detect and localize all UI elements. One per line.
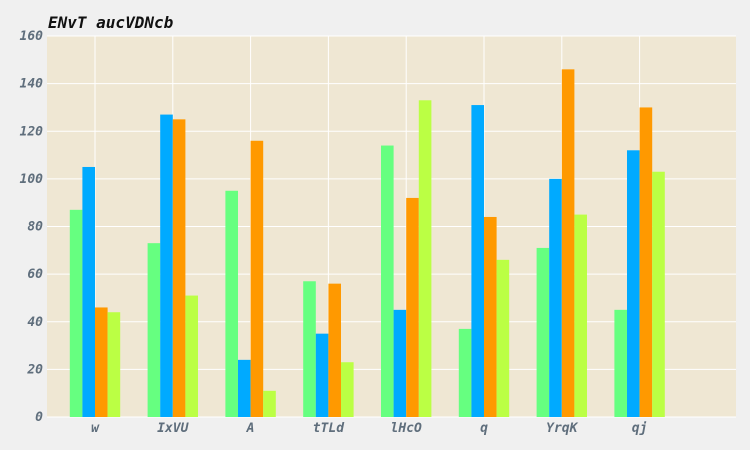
y-tick-label: 40: [27, 315, 43, 330]
bar-series-1-w: [69, 209, 83, 417]
x-tick-label: YrqK: [546, 421, 578, 436]
bar-series-2-w: [82, 166, 95, 417]
bar-series-2-IxVU: [160, 114, 173, 417]
bar-series-4-tTLd: [341, 362, 354, 417]
y-tick-label: 160: [20, 29, 44, 44]
y-tick-label: 100: [20, 172, 44, 187]
bar-series-3-A: [250, 140, 264, 417]
y-tick-label: 80: [27, 220, 43, 235]
bar-series-4-YrqK: [574, 214, 587, 417]
y-tick-label: 60: [27, 267, 43, 282]
bar-series-4-w: [107, 312, 121, 417]
x-tick-label: w: [91, 421, 100, 436]
bar-series-2-qj: [627, 150, 640, 418]
bar-series-2-q: [471, 105, 484, 417]
x-tick-label: q: [480, 421, 488, 436]
bar-series-1-qj: [614, 309, 627, 417]
y-tick-label: 0: [35, 410, 43, 425]
bar-series-1-YrqK: [536, 247, 550, 417]
bar-series-1-IxVU: [147, 243, 161, 417]
bar-series-3-qj: [639, 107, 653, 417]
bar-series-2-A: [238, 359, 251, 417]
bar-series-2-tTLd: [315, 333, 329, 417]
bars: [69, 69, 665, 418]
chart-title: ENvT aucVDNcb: [48, 13, 174, 32]
bar-series-4-IxVU: [185, 295, 198, 417]
x-tick-label: A: [246, 421, 255, 436]
bar-series-3-w: [95, 307, 108, 417]
x-tick-label: tTLd: [313, 421, 345, 436]
bar-series-1-A: [225, 190, 238, 417]
bar-series-3-IxVU: [172, 119, 186, 417]
bar-series-2-lHcO: [393, 309, 407, 417]
x-tick-label: lHcO: [391, 421, 422, 436]
y-tick-label: 120: [20, 124, 44, 139]
bar-series-3-YrqK: [561, 69, 575, 417]
y-tick-label: 140: [20, 77, 44, 92]
y-axis-ticks: 0 20 40 60 80 100 120 140 160: [20, 29, 44, 425]
bar-series-4-q: [496, 259, 510, 417]
x-tick-label: IxVU: [157, 421, 189, 436]
bar-series-3-lHcO: [406, 197, 419, 417]
bar-series-4-A: [263, 390, 276, 417]
bar-series-3-tTLd: [328, 283, 341, 417]
bar-series-1-tTLd: [303, 281, 316, 417]
bar-series-4-lHcO: [418, 100, 432, 417]
bar-series-1-lHcO: [381, 145, 394, 418]
bar-series-2-YrqK: [549, 178, 562, 418]
x-tick-label: qj: [632, 421, 648, 436]
y-tick-label: 20: [26, 362, 43, 377]
bar-series-3-q: [484, 216, 497, 417]
bar-series-4-qj: [652, 171, 665, 417]
bar-series-1-q: [458, 328, 472, 417]
